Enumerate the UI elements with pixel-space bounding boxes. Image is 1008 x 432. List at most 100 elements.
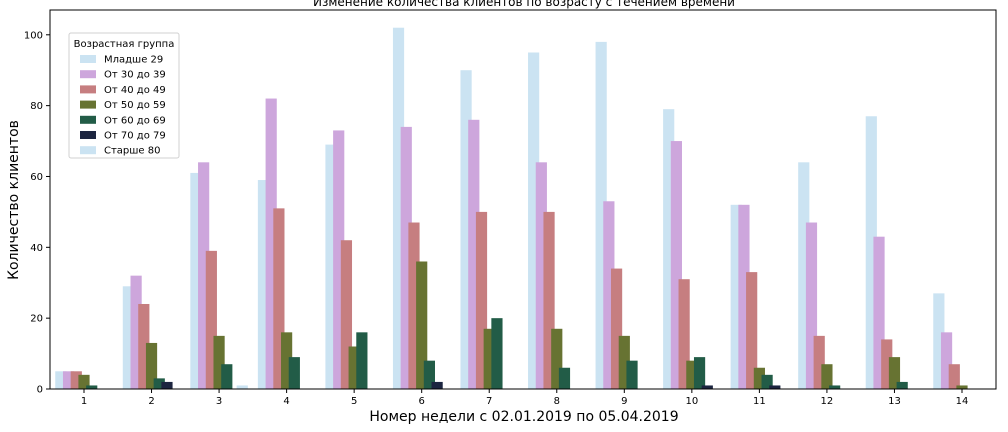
x-tick-label: 8	[554, 396, 560, 407]
bar	[257, 180, 270, 389]
bar	[460, 70, 472, 390]
bar	[78, 374, 90, 389]
x-tick-label: 1	[81, 396, 87, 407]
bar	[543, 211, 555, 389]
bar	[153, 378, 165, 389]
bar	[821, 364, 833, 389]
legend-items: Младше 29 От 30 до 39 От 40 до 49 От 50 до …	[80, 55, 166, 157]
bar	[753, 367, 765, 389]
bar	[475, 211, 488, 389]
legend-label: От 60 до 69	[104, 115, 166, 126]
bar	[956, 385, 968, 389]
bar	[273, 208, 285, 389]
bar	[265, 98, 277, 390]
bar	[423, 360, 435, 389]
legend-swatch	[80, 146, 96, 155]
bar	[392, 27, 405, 390]
bar	[408, 222, 420, 389]
bar	[138, 303, 150, 389]
bar	[356, 332, 368, 389]
bar	[325, 144, 337, 389]
bar	[829, 385, 841, 389]
bar	[618, 335, 630, 389]
bar	[190, 172, 202, 389]
legend-label: От 30 до 39	[104, 70, 166, 81]
x-tick-label: 7	[486, 396, 492, 407]
bar	[678, 279, 690, 389]
bar	[431, 381, 443, 389]
bar	[340, 240, 353, 389]
bar	[221, 364, 233, 389]
bar	[730, 204, 742, 389]
bar	[86, 385, 98, 389]
y-tick-label: 100	[24, 30, 43, 41]
bar	[145, 342, 158, 389]
bar	[865, 116, 877, 389]
x-tick-label: 14	[956, 396, 969, 407]
legend-swatch	[80, 55, 96, 63]
bar	[663, 109, 675, 390]
plot-frame	[49, 9, 997, 390]
chart-title: Изменение количества клиентов по возраст…	[313, 0, 735, 9]
bar	[888, 357, 901, 389]
bar	[558, 367, 571, 389]
bar	[761, 374, 773, 389]
x-tick-label: 9	[621, 396, 627, 407]
x-axis: 1 2 3 4 5 6 7 8 9 10 11 12 13 14	[81, 389, 969, 407]
bar	[130, 275, 142, 389]
x-tick-label: 10	[685, 396, 698, 407]
y-tick-label: 20	[30, 314, 43, 325]
bar	[940, 332, 953, 389]
x-axis-title: Номер недели с 02.01.2019 по 05.04.2019	[369, 409, 678, 425]
bar	[948, 364, 960, 389]
bar	[198, 162, 210, 389]
bar	[213, 335, 225, 389]
legend-swatch	[80, 115, 96, 124]
legend-title: Возрастная группа	[74, 39, 175, 50]
bar	[746, 272, 758, 389]
bar	[491, 318, 503, 389]
bar	[62, 371, 75, 389]
bar	[798, 162, 810, 389]
y-tick-label: 40	[30, 243, 43, 254]
bar	[236, 385, 248, 389]
bar	[813, 335, 825, 389]
bar	[873, 236, 885, 389]
x-tick-label: 11	[753, 396, 766, 407]
bar	[70, 371, 82, 389]
legend: Возрастная группа Младше 29 От 30 до 39 От…	[68, 32, 180, 159]
legend-label: Младше 29	[104, 55, 163, 66]
bar	[348, 346, 360, 389]
bar	[610, 268, 623, 389]
bar	[122, 286, 134, 389]
bar	[595, 41, 607, 389]
bar	[535, 162, 547, 389]
y-tick-label: 60	[30, 172, 43, 183]
legend-label: Старше 80	[104, 146, 161, 157]
legend-swatch	[80, 85, 96, 94]
bar	[693, 357, 706, 389]
bar	[603, 201, 615, 389]
bar	[416, 261, 428, 389]
x-tick-label: 3	[216, 396, 222, 407]
bar	[55, 371, 67, 389]
bar	[483, 328, 495, 389]
legend-label: От 50 до 59	[104, 100, 166, 111]
x-tick-label: 12	[821, 396, 834, 407]
bar	[805, 222, 818, 389]
x-tick-label: 5	[351, 396, 357, 407]
bar	[333, 130, 345, 389]
bar	[738, 204, 750, 389]
x-tick-label: 6	[419, 396, 425, 407]
legend-swatch	[80, 131, 96, 139]
x-tick-label: 4	[283, 396, 289, 407]
x-tick-label: 2	[148, 396, 154, 407]
bar	[281, 332, 293, 389]
bar	[626, 360, 638, 389]
bar	[933, 293, 945, 389]
bar	[551, 328, 563, 389]
bar	[400, 126, 412, 389]
legend-box	[68, 32, 180, 159]
y-tick-label: 80	[30, 101, 43, 112]
